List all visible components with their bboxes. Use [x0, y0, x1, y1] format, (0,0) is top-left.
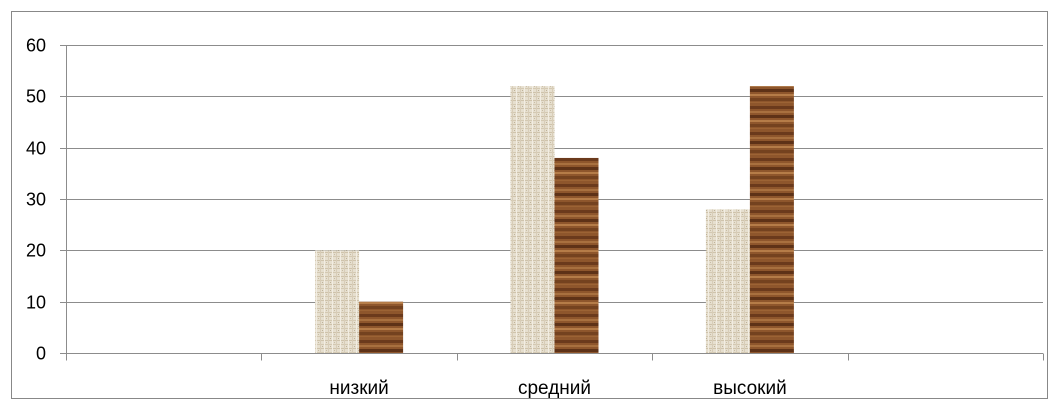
bar-series-2-3 [749, 86, 794, 354]
y-tick-label: 40 [26, 139, 46, 159]
x-category-label: высокий [713, 378, 787, 399]
x-category-labels: низкий средний высокий [329, 378, 786, 399]
bar-series-2-1 [359, 301, 404, 353]
x-category-label: низкий [329, 378, 388, 399]
chart-border [11, 11, 1048, 399]
axes [60, 45, 1044, 361]
y-tick-labels: 0 10 20 30 40 50 60 [26, 36, 46, 364]
bar-series-1-3 [705, 209, 750, 353]
y-tick-label: 20 [26, 241, 46, 261]
y-tick-label: 0 [36, 344, 46, 364]
y-tick-label: 10 [26, 293, 46, 313]
x-category-label: средний [518, 378, 591, 399]
bars [315, 86, 794, 354]
bar-series-1-1 [315, 250, 360, 353]
bar-series-1-2 [510, 86, 555, 354]
y-tick-label: 30 [26, 190, 46, 210]
bar-series-2-2 [554, 157, 599, 353]
y-tick-label: 50 [26, 87, 46, 107]
gridlines [66, 45, 1043, 303]
y-tick-label: 60 [26, 36, 46, 56]
